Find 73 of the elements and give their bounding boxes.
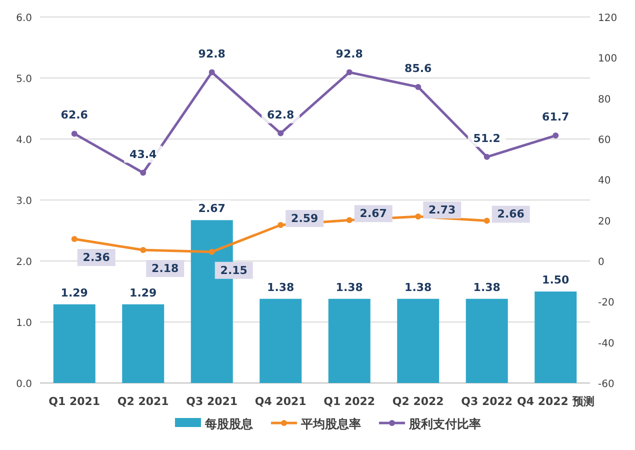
bar (53, 304, 96, 383)
data-label: 1.38 (336, 280, 363, 294)
point (484, 218, 490, 224)
y-tick-label: 0.0 (16, 379, 32, 390)
y2-tick-label: 40 (598, 176, 611, 187)
point (415, 213, 422, 220)
bar (260, 298, 302, 383)
point (346, 69, 352, 76)
x-tick-label: Q4 2022 预测 (516, 395, 594, 408)
y-tick-label: 5.0 (16, 74, 32, 85)
data-label: 2.15 (220, 264, 248, 277)
y2-tick-label: -60 (598, 379, 614, 390)
x-tick-label: Q3 2021 (186, 395, 238, 408)
point (140, 170, 146, 176)
x-tick-label: Q2 2022 (392, 395, 444, 408)
y2-tick-label: 100 (598, 54, 618, 65)
data-label: 2.66 (497, 208, 525, 221)
y-tick-label: 6.0 (16, 13, 32, 24)
point (71, 130, 78, 137)
point (208, 69, 215, 76)
bar (328, 298, 370, 383)
y2-tick-label: 20 (598, 216, 611, 228)
data-label: 85.6 (404, 62, 432, 75)
point (278, 222, 284, 228)
point (71, 236, 78, 242)
data-label: 1.38 (267, 280, 294, 294)
point (552, 132, 559, 139)
bar (122, 304, 164, 383)
y2-tick-label: 80 (598, 94, 611, 106)
point (346, 217, 352, 224)
bar (397, 298, 440, 383)
point (484, 154, 490, 160)
data-label: 2.67 (360, 207, 387, 220)
legend-label: 平均股息率 (300, 417, 361, 431)
data-label: 51.2 (473, 132, 500, 145)
y-tick-label: 4.0 (16, 135, 32, 146)
bar (466, 298, 508, 383)
x-tick-label: Q3 2022 (461, 395, 513, 408)
data-label: 61.7 (542, 110, 570, 124)
data-label: 1.29 (60, 286, 88, 300)
data-label: 62.6 (60, 108, 88, 122)
bar (534, 292, 577, 383)
data-label: 92.8 (336, 47, 363, 60)
y-tick-label: 1.0 (16, 318, 32, 329)
data-label: 2.67 (198, 202, 226, 216)
data-label: 1.50 (542, 274, 570, 286)
point (278, 130, 284, 136)
y-tick-label: 2.0 (16, 257, 32, 268)
x-tick-label: Q4 2021 (254, 395, 306, 408)
data-label: 2.18 (152, 262, 179, 276)
y2-tick-label: 0 (598, 257, 604, 268)
point (140, 247, 146, 254)
data-label: 1.29 (130, 286, 157, 300)
data-label: 1.38 (404, 280, 432, 294)
x-tick-label: Q1 2022 (324, 395, 376, 408)
y2-tick-label: 60 (598, 135, 611, 146)
legend-label: 每股股息 (204, 417, 254, 431)
x-tick-label: Q1 2021 (48, 395, 100, 408)
y-tick-label: 3.0 (16, 196, 32, 207)
y2-tick-label: 120 (598, 13, 618, 24)
point (208, 248, 215, 255)
data-label: 62.8 (267, 108, 294, 122)
legend-label: 股利支付比率 (408, 417, 481, 431)
point (415, 84, 422, 90)
data-label: 2.36 (82, 251, 110, 264)
y2-tick-label: -40 (598, 338, 614, 350)
x-tick-label: Q2 2021 (117, 395, 169, 408)
data-label: 1.38 (473, 280, 500, 294)
data-label: 2.59 (291, 212, 318, 226)
data-label: 2.73 (428, 203, 456, 216)
y2-tick-label: -20 (598, 298, 614, 309)
data-label: 92.8 (198, 47, 226, 60)
data-label: 43.4 (130, 148, 158, 161)
